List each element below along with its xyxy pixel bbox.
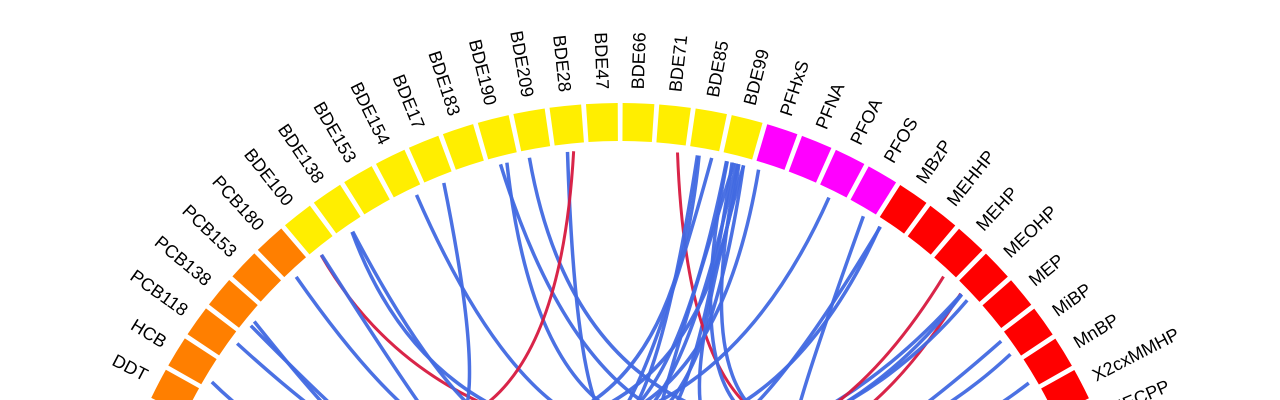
- node-block: [208, 280, 258, 328]
- node-label: BDE47: [591, 32, 613, 90]
- link: [611, 163, 741, 400]
- node-block: [1003, 308, 1053, 356]
- node-block: [820, 149, 865, 198]
- link: [319, 254, 480, 400]
- link: [351, 230, 467, 400]
- node-block: [477, 115, 517, 160]
- link: [565, 151, 597, 400]
- node-block: [257, 228, 307, 278]
- node-label: BDE209: [506, 29, 537, 99]
- node-block: [723, 115, 763, 160]
- link: [505, 162, 601, 400]
- link: [627, 157, 714, 400]
- node-label: BDE190: [465, 37, 501, 107]
- link: [498, 163, 644, 400]
- link: [837, 275, 945, 400]
- node-block: [959, 253, 1008, 302]
- node-block: [879, 184, 927, 234]
- link: [799, 215, 866, 400]
- node-block: [622, 103, 655, 143]
- node-block: [982, 280, 1032, 329]
- node-block: [408, 135, 452, 183]
- node-block: [907, 205, 956, 255]
- node-block: [313, 184, 361, 234]
- node-label: MEP: [1025, 250, 1068, 290]
- link: [235, 342, 306, 400]
- link: [636, 155, 700, 400]
- link: [442, 182, 472, 400]
- node-label: BDE28: [549, 34, 575, 93]
- node-label: BDE17: [389, 72, 429, 132]
- link: [320, 253, 420, 400]
- node-label: MiBP: [1049, 279, 1096, 320]
- link: [653, 163, 739, 400]
- node-label: BDE66: [628, 32, 650, 90]
- node-block: [344, 166, 390, 215]
- node-label: MBzP: [912, 136, 956, 187]
- node-block: [585, 103, 618, 143]
- node-label: BDE71: [665, 34, 691, 93]
- link: [488, 151, 576, 400]
- node-label: PCB118: [127, 266, 192, 320]
- node-block: [934, 228, 983, 278]
- link: [527, 157, 687, 400]
- node-block: [850, 166, 897, 215]
- node-label: PFNA: [812, 80, 849, 132]
- node-block: [788, 135, 832, 183]
- node-block: [656, 104, 691, 146]
- link: [757, 225, 882, 400]
- node-block: [513, 108, 551, 152]
- node-label: PFOA: [846, 95, 886, 148]
- node-block: [1023, 338, 1072, 385]
- link: [708, 160, 736, 400]
- node-block: [1041, 370, 1089, 400]
- node-label: DDT: [109, 350, 151, 385]
- node-label: MECPP: [1106, 376, 1173, 400]
- node-label: MEHP: [972, 183, 1022, 235]
- node-label: BDE99: [740, 47, 773, 107]
- node-label: PFOS: [880, 114, 922, 166]
- node-block: [168, 338, 217, 385]
- link: [249, 324, 329, 400]
- node-block: [756, 124, 798, 170]
- link: [669, 165, 746, 400]
- node-block: [284, 205, 333, 255]
- node-block: [375, 149, 421, 198]
- link: [644, 169, 761, 400]
- node-label: MnBP: [1070, 310, 1122, 353]
- link: [350, 231, 487, 400]
- node-label: HCB: [127, 315, 170, 352]
- node-label: BDE153: [309, 98, 360, 166]
- node-block: [151, 369, 200, 400]
- link: [591, 155, 701, 400]
- node-label: BDE85: [703, 39, 733, 99]
- node-label: BDE154: [346, 79, 394, 148]
- link: [639, 160, 729, 400]
- link: [743, 225, 882, 400]
- node-block: [232, 253, 282, 302]
- links: [210, 151, 1030, 400]
- link: [414, 194, 554, 400]
- node-label: BDE183: [424, 48, 464, 118]
- link: [846, 299, 969, 400]
- link: [835, 293, 963, 400]
- node-block: [690, 108, 727, 152]
- link: [294, 275, 401, 400]
- link: [927, 339, 1003, 400]
- link: [846, 293, 964, 400]
- link: [252, 320, 323, 400]
- node-block: [442, 124, 484, 170]
- node-block: [549, 104, 584, 146]
- node-label: PFHxS: [776, 58, 813, 118]
- node-block: [187, 308, 237, 356]
